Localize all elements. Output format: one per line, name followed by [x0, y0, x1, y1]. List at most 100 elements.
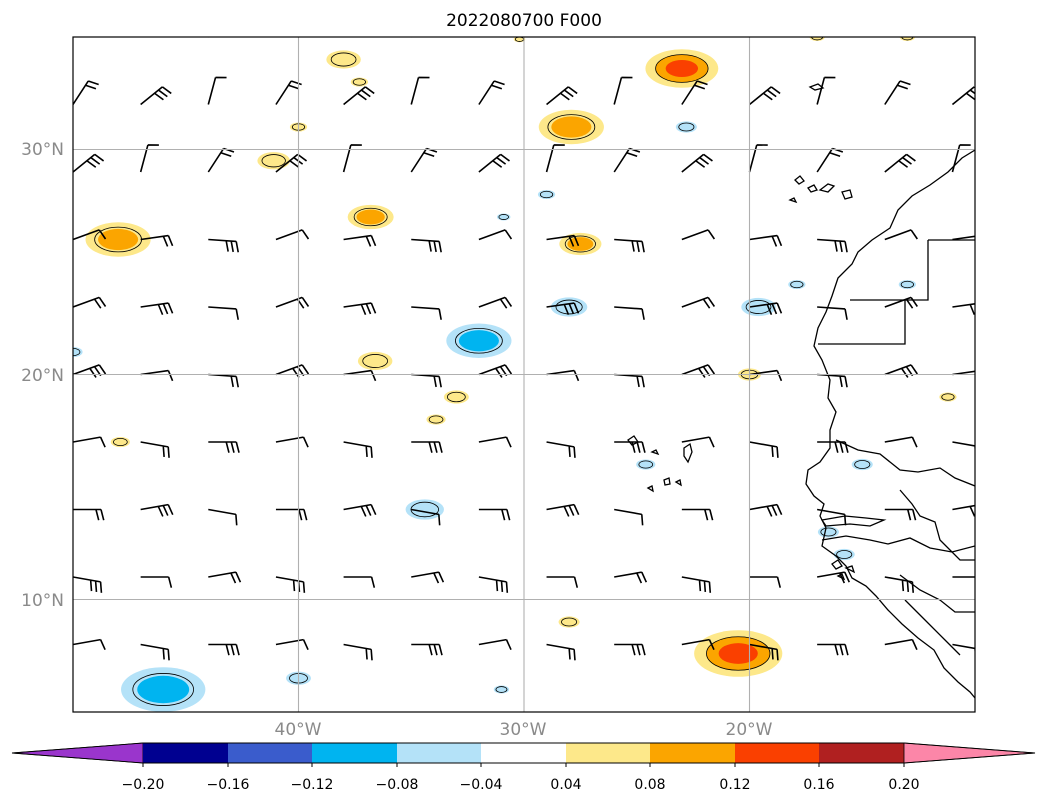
- contour-line: [901, 37, 914, 41]
- wind-barb: [478, 364, 513, 378]
- wind-barb: [749, 503, 783, 517]
- colorbar-segment: [481, 743, 566, 763]
- wind-barb: [681, 296, 716, 309]
- contour-fill: [356, 209, 385, 225]
- contour-region: [496, 213, 511, 221]
- wind-barb: [884, 229, 918, 241]
- wind-barb: [681, 229, 716, 241]
- wind-barb: [749, 369, 783, 382]
- wind-barb: [275, 80, 302, 105]
- colorbar-ticks: −0.20 −0.16 −0.12 −0.08 −0.04 0.04 0.08 …: [122, 763, 920, 793]
- contour-line: [261, 154, 286, 168]
- contour-line: [330, 52, 357, 67]
- wind-barb: [275, 508, 308, 521]
- contour-region: [851, 458, 873, 471]
- contour-region: [326, 50, 361, 69]
- wind-barb: [952, 235, 975, 241]
- wind-barb: [140, 643, 170, 661]
- wind-barb: [681, 153, 713, 173]
- wind-barb: [208, 571, 242, 584]
- contour-region: [85, 222, 151, 257]
- colorbar-segment: [735, 743, 819, 763]
- wind-barb: [681, 364, 716, 378]
- wind-barb: [478, 638, 512, 650]
- contour-line: [455, 327, 503, 354]
- colorbar-segment: [143, 743, 228, 763]
- colorbar-tick-label: 0.16: [803, 777, 834, 793]
- wind-barb: [749, 234, 783, 247]
- wind-barb: [817, 508, 847, 526]
- wind-barb: [208, 306, 240, 320]
- wind-barb: [208, 37, 210, 38]
- contour-line: [561, 617, 578, 627]
- contour-line: [446, 391, 466, 403]
- contour-fill: [73, 346, 83, 358]
- wind-barb: [411, 37, 413, 38]
- wind-barb: [681, 508, 714, 521]
- wind-barb: [952, 303, 975, 315]
- wind-barb: [275, 364, 310, 378]
- contour-region: [788, 279, 806, 290]
- wind-barb: [478, 229, 513, 241]
- wind-barb: [140, 576, 173, 588]
- contour-line: [790, 280, 804, 289]
- wind-barb: [343, 643, 373, 661]
- lon-label-20w: 20°W: [726, 720, 773, 740]
- wind-barb: [73, 508, 105, 521]
- contour-line: [564, 235, 596, 253]
- colorbar-tick-label: −0.16: [207, 777, 250, 793]
- contour-line: [820, 527, 837, 537]
- wind-barb: [817, 571, 850, 584]
- wind-barb: [951, 86, 975, 106]
- contour-region: [898, 279, 916, 290]
- wind-barb: [343, 234, 377, 247]
- wind-barb: [478, 296, 513, 309]
- wind-barb: [478, 576, 509, 593]
- contour-line: [113, 437, 128, 447]
- wind-barb: [275, 153, 308, 173]
- wind-barb: [749, 643, 779, 661]
- contour-line: [638, 460, 654, 469]
- contour-region: [257, 152, 290, 170]
- wind-barb: [614, 571, 648, 584]
- wind-barb: [343, 37, 345, 38]
- contour-line: [836, 550, 853, 559]
- contour-fill: [665, 59, 699, 78]
- wind-barb: [411, 238, 442, 253]
- contour-region: [939, 392, 957, 402]
- wind-barb: [817, 306, 848, 320]
- wind-barb: [208, 441, 240, 453]
- wind-barb: [208, 508, 238, 526]
- contour-line: [555, 299, 583, 315]
- wind-barb: [884, 364, 918, 378]
- madeira: [808, 83, 825, 91]
- map-panel: [72, 36, 976, 713]
- wind-barb: [546, 441, 576, 458]
- wind-barb: [140, 441, 170, 458]
- wind-barb: [207, 76, 227, 105]
- wind-barb: [681, 638, 715, 650]
- wind-barb: [411, 306, 442, 320]
- wind-barb: [73, 638, 106, 650]
- contour-line: [941, 393, 955, 401]
- lat-lon-grid: [73, 37, 975, 712]
- colorbar-tick-label: 0.12: [719, 777, 750, 793]
- colorbar-segment: [312, 743, 397, 763]
- contour-line: [352, 78, 366, 86]
- contour-region: [110, 436, 130, 448]
- wind-barb: [73, 37, 74, 38]
- contour-line: [678, 122, 695, 132]
- wind-barb: [817, 37, 819, 38]
- wind-barb: [73, 80, 99, 105]
- contour-region: [537, 189, 556, 200]
- west-africa-coast: [805, 149, 975, 699]
- wind-barb: [748, 86, 781, 106]
- wind-barb: [816, 76, 836, 105]
- wind-barb: [275, 229, 310, 241]
- contour-line: [539, 190, 554, 199]
- contour-line: [854, 460, 871, 469]
- wind-barb: [73, 436, 106, 448]
- contour-region: [121, 667, 206, 712]
- wind-barb: [73, 229, 107, 241]
- contour-fill: [718, 643, 758, 664]
